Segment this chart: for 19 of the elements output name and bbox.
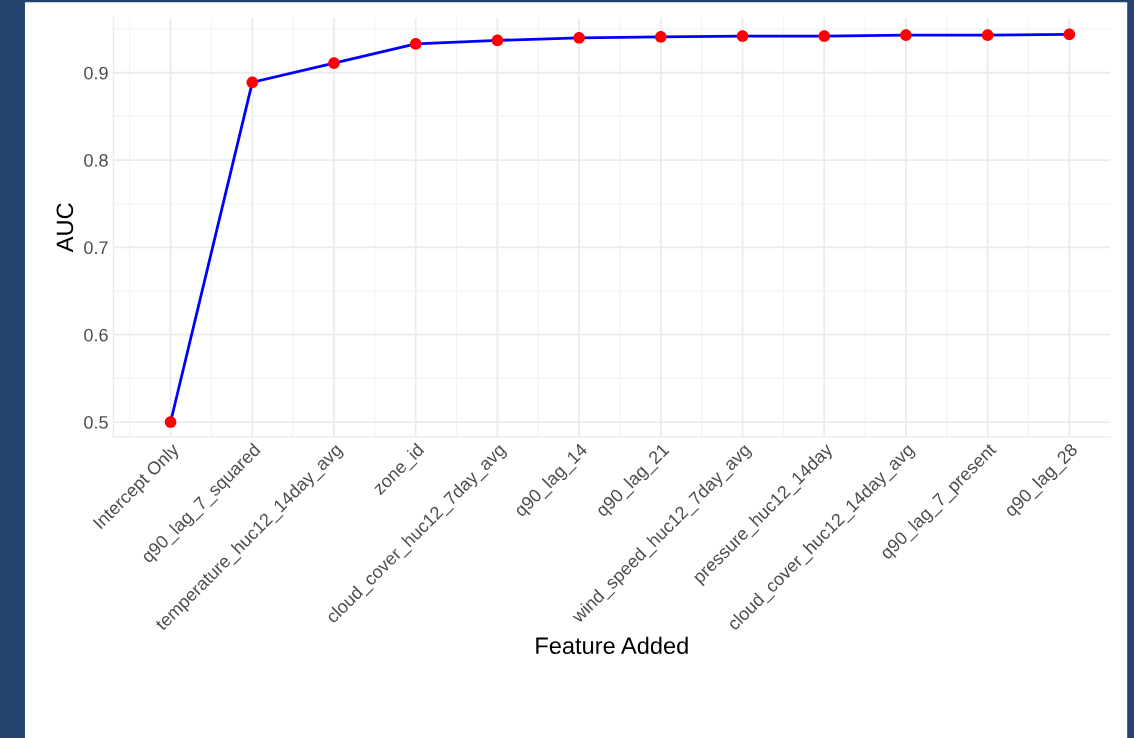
- point: [900, 29, 912, 41]
- y-tick-label: 0.8: [84, 153, 108, 167]
- y-tick-label: 0.6: [84, 328, 108, 342]
- point: [736, 30, 749, 42]
- y-tick-label: 0.5: [84, 415, 108, 429]
- point: [655, 31, 667, 43]
- x-axis-title: Feature Added: [536, 636, 688, 655]
- point: [573, 31, 585, 44]
- point: [328, 57, 340, 69]
- point: [164, 416, 177, 428]
- point: [981, 29, 994, 41]
- y-axis-title: AUC: [56, 203, 74, 253]
- point: [409, 38, 422, 50]
- y-tick-label: 0.9: [84, 66, 108, 80]
- point: [818, 30, 831, 42]
- point: [1063, 28, 1076, 41]
- point: [246, 76, 259, 89]
- y-tick-label: 0.7: [84, 241, 108, 255]
- point: [491, 34, 504, 47]
